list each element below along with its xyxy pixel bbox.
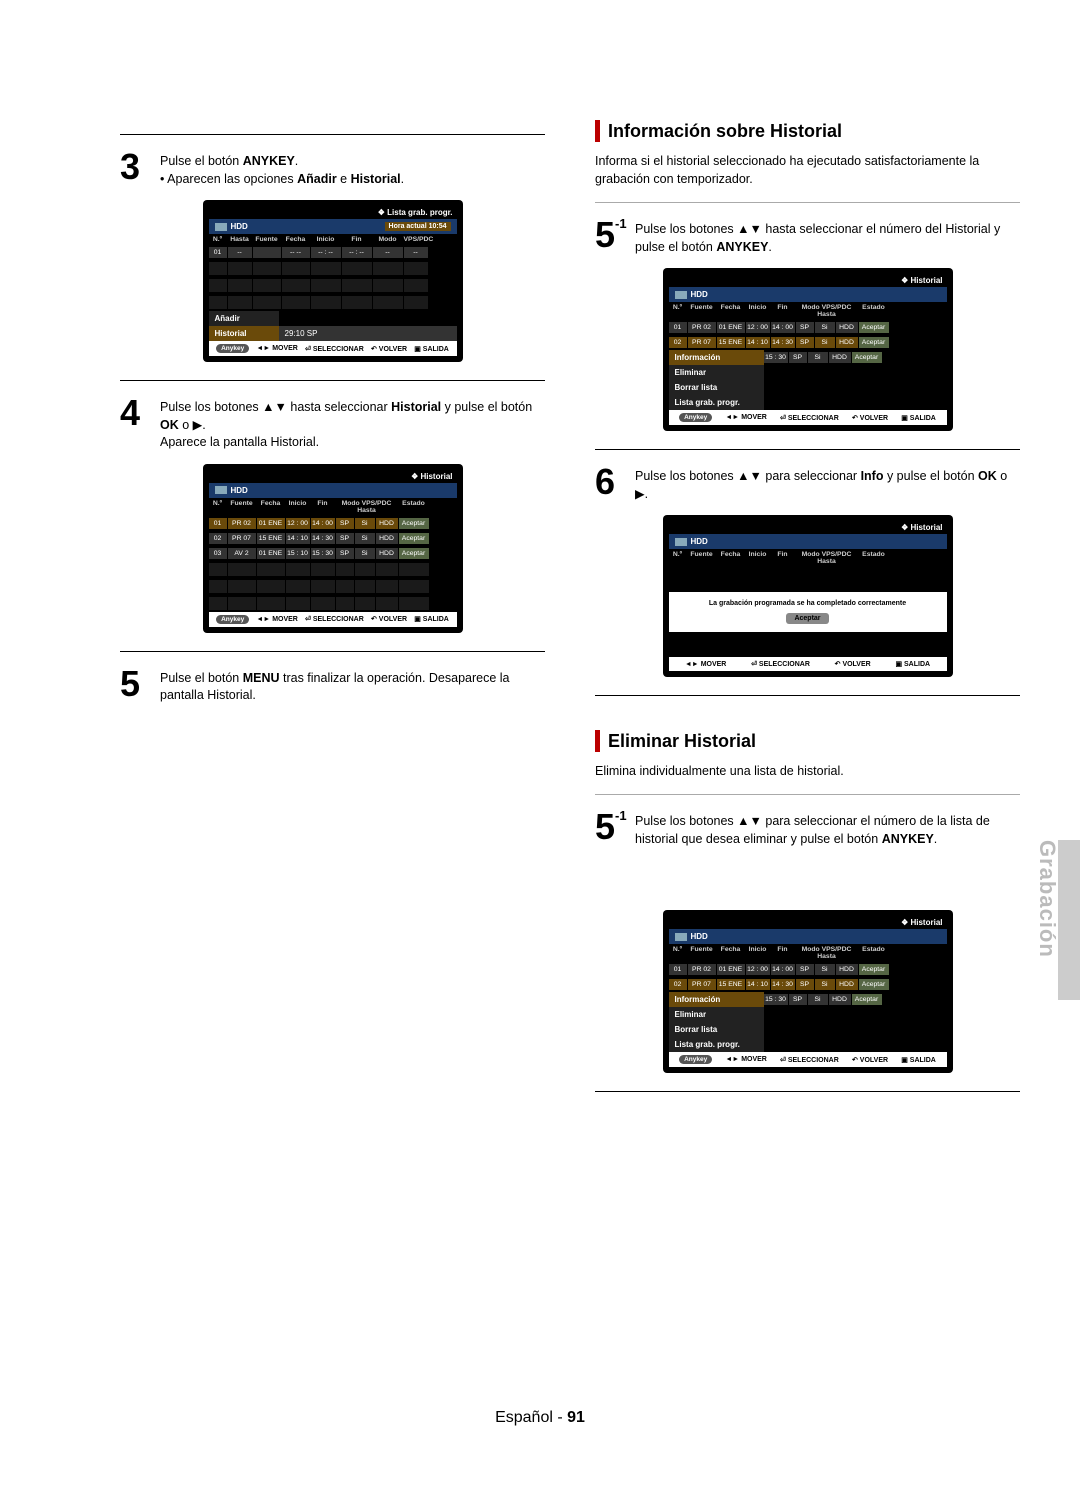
section-info: Información sobre Historial (595, 120, 1020, 142)
right-column: Información sobre Historial Informa si e… (595, 120, 1020, 1106)
side-tab: Grabación (1034, 840, 1060, 958)
section-eliminar: Eliminar Historial (595, 730, 1020, 752)
step-3: 3 Pulse el botón ANYKEY.• Aparecen las o… (120, 149, 545, 188)
step-number: 3 (120, 149, 150, 188)
step-4: 4 Pulse los botones ▲▼ hasta seleccionar… (120, 395, 545, 452)
screenshot-hist-menu: Historial HDD N.ºFuenteFechaInicioFinMod… (663, 268, 953, 431)
tv-footer: Anykey ◄► MOVER ⏎ SELECCIONAR ↶ VOLVER ▣… (209, 341, 457, 356)
disk-icon (215, 223, 227, 231)
screenshot-confirm: Historial HDD N.ºFuenteFechaInicioFinMod… (663, 515, 953, 677)
step-5: 5 Pulse el botón MENU tras finalizar la … (120, 666, 545, 705)
screenshot-historial: Historial HDD N.ºFuenteFechaInicioFinMod… (203, 464, 463, 633)
step-e5-1: 5-1 Pulse los botones ▲▼ para selecciona… (595, 809, 1020, 848)
step-5-1: 5-1 Pulse los botones ▲▼ hasta seleccion… (595, 217, 1020, 256)
screenshot-lista: Lista grab. progr. HDD Hora actual 10:54… (203, 200, 463, 362)
side-tab-bg (1058, 840, 1080, 1000)
tv-header: N.ºHastaFuenteFechaInicioFinModoVPS/PDC (209, 234, 457, 245)
red-bar-icon (595, 730, 600, 752)
tv-row: 01---- ---- : ---- : ------ (209, 245, 457, 260)
tv-title: Lista grab. progr. (209, 206, 457, 219)
page-footer: Español - 91 (0, 1409, 1080, 1427)
left-column: 3 Pulse el botón ANYKEY.• Aparecen las o… (120, 120, 545, 1106)
screenshot-elim-menu: Historial HDD N.ºFuenteFechaInicioFinMod… (663, 910, 953, 1073)
tv-bar: HDD Hora actual 10:54 (209, 219, 457, 234)
step-text: Pulse el botón ANYKEY.• Aparecen las opc… (160, 149, 404, 188)
red-bar-icon (595, 120, 600, 142)
step-6: 6 Pulse los botones ▲▼ para seleccionar … (595, 464, 1020, 503)
